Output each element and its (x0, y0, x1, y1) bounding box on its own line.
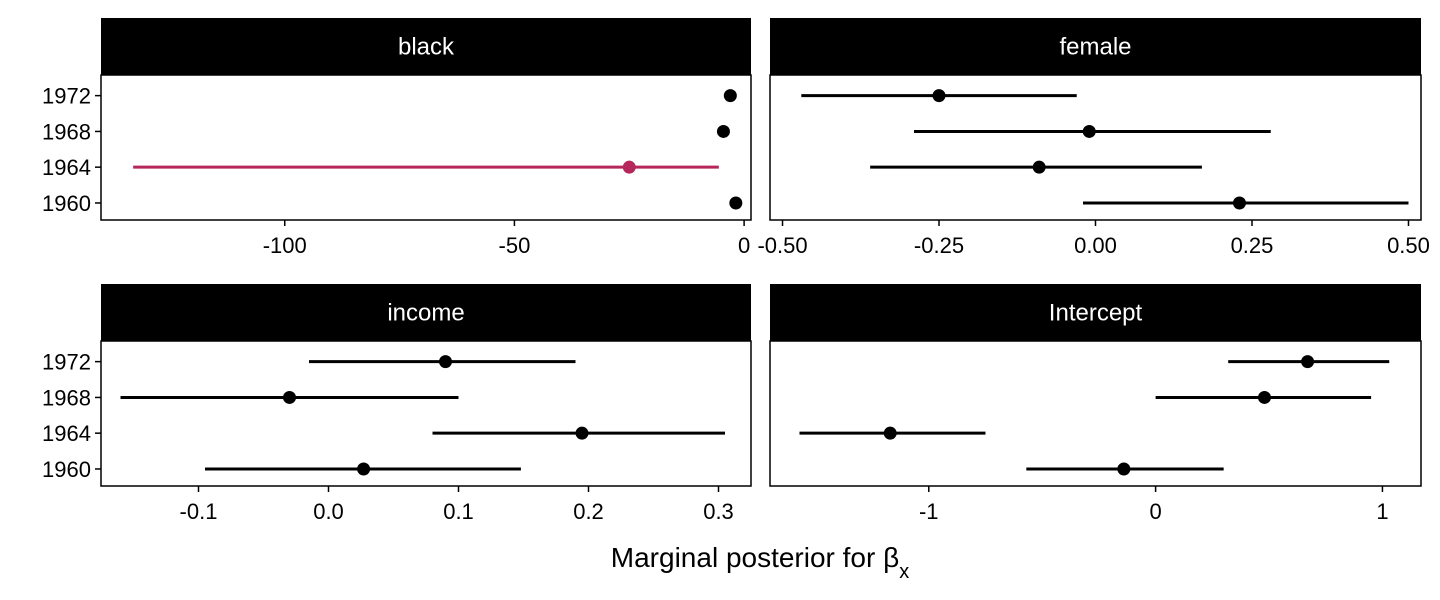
x-tick-label: 0 (738, 233, 750, 258)
x-axis-label: Marginal posterior for βx (611, 542, 909, 583)
y-tick-label: 1960 (42, 457, 91, 482)
panel-intercept: Intercept -1 0 1 (769, 284, 1422, 524)
x-tick-label: 0.00 (1074, 233, 1117, 258)
x-tick-label: 0.0 (313, 499, 344, 524)
point-estimate-1968 (716, 124, 730, 138)
point-estimate-1968 (1257, 390, 1271, 404)
panel-income: income 1960 1964 1968 1972 -0.1 0.0 0.1 0.2 0.3 (42, 284, 752, 524)
panel-border (100, 340, 752, 487)
point-estimate-1968 (1082, 124, 1096, 138)
x-tick-label: -50 (499, 233, 531, 258)
panel-border (100, 74, 752, 221)
y-tick-label: 1968 (42, 385, 91, 410)
x-tick-label: -0.25 (914, 233, 964, 258)
point-estimate-1968 (283, 390, 296, 404)
y-tick-label: 1964 (42, 421, 91, 446)
point-estimate-1964 (575, 426, 589, 440)
point-estimate-1972 (723, 89, 737, 103)
point-estimate-1964 (883, 426, 897, 440)
point-estimate-1960 (729, 196, 743, 210)
facet-strip (101, 284, 751, 341)
facet-strip (770, 18, 1421, 75)
x-axis-label-subscript: x (899, 561, 909, 583)
y-tick-label: 1960 (42, 191, 91, 216)
chart-panels: black 1960 1964 1968 1972 -100 -50 0 female -0.50… (42, 18, 1430, 524)
facet-title: black (398, 34, 455, 61)
point-estimate-1972 (932, 89, 946, 103)
y-tick-label: 1968 (42, 119, 91, 144)
point-estimate-1960 (1117, 462, 1131, 476)
panel-female: female -0.50 -0.25 0.00 0.25 0.50 (757, 18, 1430, 258)
x-tick-label: -1 (919, 499, 939, 524)
point-estimate-1960 (357, 462, 371, 476)
x-tick-label: -0.1 (180, 499, 218, 524)
facet-title: income (387, 300, 464, 327)
y-tick-label: 1972 (42, 84, 91, 109)
facet-strip (770, 284, 1421, 341)
point-estimate-1972 (439, 355, 452, 369)
x-tick-label: 0.3 (703, 499, 734, 524)
facet-strip (101, 18, 751, 75)
x-tick-label: 0 (1149, 499, 1161, 524)
x-tick-label: 0.50 (1387, 233, 1430, 258)
x-tick-label: -100 (263, 233, 307, 258)
y-tick-label: 1964 (42, 155, 91, 180)
point-estimate-1964 (1032, 160, 1046, 174)
point-estimate-1964 (622, 160, 636, 174)
x-tick-label: -0.50 (757, 233, 807, 258)
facet-title: female (1059, 34, 1131, 61)
point-estimate-1960 (1232, 196, 1246, 210)
x-tick-label: 0.2 (573, 499, 604, 524)
point-estimate-1972 (1301, 355, 1315, 369)
x-tick-label: 0.1 (443, 499, 474, 524)
x-tick-label: 1 (1376, 499, 1388, 524)
facet-title: Intercept (1049, 300, 1143, 327)
x-tick-label: 0.25 (1231, 233, 1274, 258)
panel-border (769, 340, 1422, 487)
y-tick-label: 1972 (42, 350, 91, 375)
panel-black: black 1960 1964 1968 1972 -100 -50 0 (42, 18, 752, 258)
